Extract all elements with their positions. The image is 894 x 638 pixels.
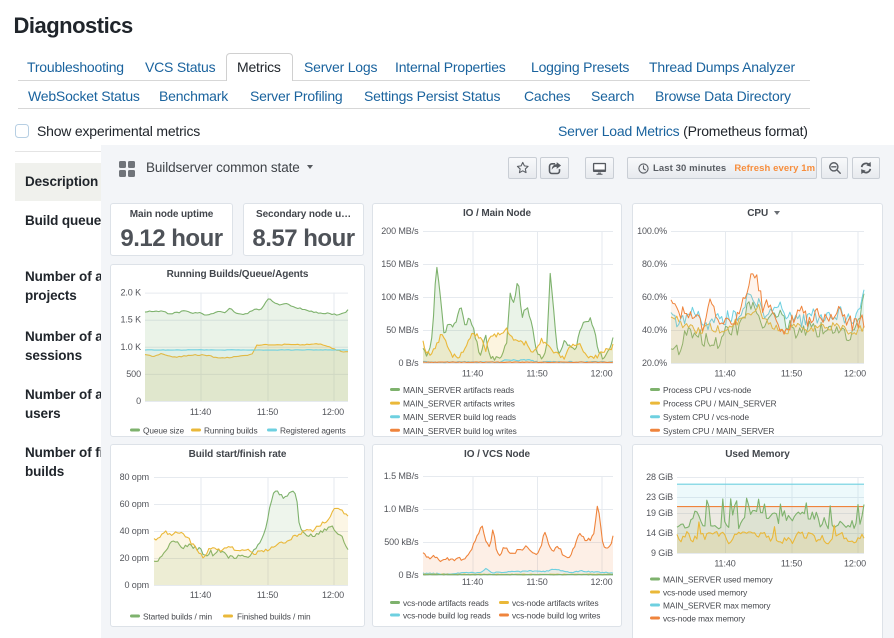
svg-text:System CPU / MAIN_SERVER: System CPU / MAIN_SERVER — [663, 426, 774, 436]
svg-text:MAIN_SERVER build log writes: MAIN_SERVER build log writes — [403, 426, 517, 436]
svg-text:vcs-node artifacts reads: vcs-node artifacts reads — [403, 598, 489, 608]
svg-text:vcs-node max memory: vcs-node max memory — [663, 614, 746, 624]
svg-text:12:00: 12:00 — [844, 559, 866, 569]
svg-text:11:50: 11:50 — [257, 407, 278, 417]
svg-text:Registered agents: Registered agents — [280, 426, 346, 436]
svg-text:1.5 K: 1.5 K — [120, 315, 141, 325]
svg-text:Process CPU / vcs-node: Process CPU / vcs-node — [663, 385, 752, 395]
svg-text:20 opm: 20 opm — [120, 553, 149, 563]
svg-text:11:50: 11:50 — [526, 369, 547, 379]
svg-text:1.0 MB/s: 1.0 MB/s — [384, 504, 419, 514]
svg-text:80 opm: 80 opm — [120, 472, 149, 482]
svg-text:Queue size: Queue size — [143, 426, 184, 436]
svg-text:20.0%: 20.0% — [642, 358, 667, 368]
svg-text:vcs-node build log writes: vcs-node build log writes — [512, 611, 600, 621]
svg-text:12:00: 12:00 — [322, 407, 344, 417]
svg-text:0 opm: 0 opm — [124, 580, 149, 590]
svg-text:500 kB/s: 500 kB/s — [384, 537, 419, 547]
svg-text:12:00: 12:00 — [590, 369, 612, 379]
svg-text:9 GiB: 9 GiB — [651, 548, 673, 558]
svg-text:11:40: 11:40 — [714, 369, 735, 379]
svg-text:System CPU / vcs-node: System CPU / vcs-node — [663, 412, 749, 422]
svg-text:vcs-node artifacts writes: vcs-node artifacts writes — [512, 598, 599, 608]
svg-text:200 MB/s: 200 MB/s — [381, 226, 419, 236]
svg-text:1.0 K: 1.0 K — [120, 342, 141, 352]
svg-text:12:00: 12:00 — [322, 590, 344, 600]
svg-text:Running builds: Running builds — [204, 426, 258, 436]
svg-text:40 opm: 40 opm — [120, 526, 149, 536]
svg-text:vcs-node build log reads: vcs-node build log reads — [403, 611, 491, 621]
svg-text:MAIN_SERVER build log reads: MAIN_SERVER build log reads — [403, 412, 516, 422]
svg-text:11:50: 11:50 — [257, 590, 278, 600]
svg-text:MAIN_SERVER used memory: MAIN_SERVER used memory — [663, 575, 774, 585]
svg-text:11:50: 11:50 — [781, 559, 802, 569]
svg-text:50 MB/s: 50 MB/s — [386, 325, 419, 335]
svg-text:11:40: 11:40 — [190, 407, 211, 417]
svg-text:MAIN_SERVER artifacts reads: MAIN_SERVER artifacts reads — [403, 385, 514, 395]
svg-text:11:40: 11:40 — [190, 590, 211, 600]
svg-text:11:40: 11:40 — [462, 369, 483, 379]
svg-text:1.5 MB/s: 1.5 MB/s — [384, 471, 419, 481]
svg-text:14 GiB: 14 GiB — [646, 528, 673, 538]
svg-text:0 B/s: 0 B/s — [398, 358, 419, 368]
svg-text:60 opm: 60 opm — [120, 499, 149, 509]
svg-text:19 GiB: 19 GiB — [646, 508, 673, 518]
svg-text:100 MB/s: 100 MB/s — [381, 292, 419, 302]
svg-text:23 GiB: 23 GiB — [646, 492, 673, 502]
svg-text:Finished builds / min: Finished builds / min — [237, 612, 311, 622]
svg-text:11:50: 11:50 — [526, 577, 547, 587]
svg-text:12:00: 12:00 — [844, 369, 866, 379]
svg-text:vcs-node used memory: vcs-node used memory — [663, 588, 748, 598]
svg-text:Started builds / min: Started builds / min — [143, 612, 213, 622]
svg-text:0: 0 — [136, 396, 141, 406]
svg-text:40.0%: 40.0% — [642, 325, 667, 335]
svg-text:MAIN_SERVER max memory: MAIN_SERVER max memory — [663, 601, 771, 611]
svg-text:11:40: 11:40 — [462, 577, 483, 587]
svg-text:100.0%: 100.0% — [637, 226, 667, 236]
svg-text:11:50: 11:50 — [781, 369, 802, 379]
svg-text:28 GiB: 28 GiB — [646, 472, 673, 482]
svg-text:60.0%: 60.0% — [642, 292, 667, 302]
svg-text:0 B/s: 0 B/s — [398, 570, 419, 580]
svg-text:MAIN_SERVER artifacts writes: MAIN_SERVER artifacts writes — [403, 399, 515, 409]
svg-text:12:00: 12:00 — [590, 577, 612, 587]
svg-text:80.0%: 80.0% — [642, 259, 667, 269]
svg-text:11:40: 11:40 — [714, 559, 735, 569]
svg-text:150 MB/s: 150 MB/s — [381, 259, 419, 269]
svg-text:Process CPU / MAIN_SERVER: Process CPU / MAIN_SERVER — [663, 399, 777, 409]
svg-text:2.0 K: 2.0 K — [120, 288, 141, 298]
svg-text:500: 500 — [126, 369, 141, 379]
